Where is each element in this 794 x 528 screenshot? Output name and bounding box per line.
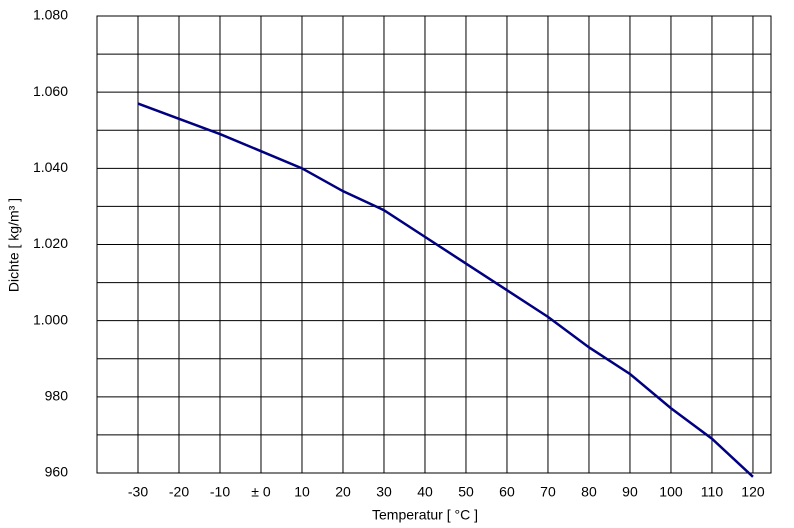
y-tick-label: 960 [45, 464, 69, 480]
y-tick-label: 980 [45, 388, 69, 404]
x-tick-label: 70 [540, 484, 556, 500]
x-tick-label: 40 [417, 484, 433, 500]
y-tick-label: 1.000 [33, 311, 68, 327]
x-tick-label: 90 [622, 484, 638, 500]
x-tick-label: 110 [701, 484, 724, 500]
x-tick-label: 50 [458, 484, 474, 500]
x-tick-label: -10 [210, 484, 230, 500]
y-tick-label: 1.020 [33, 235, 68, 251]
x-tick-label: -30 [128, 484, 148, 500]
y-axis-title: Dichte [ kg/m³ ] [6, 198, 22, 292]
x-tick-label: 30 [376, 484, 392, 500]
data-line [137, 102, 754, 478]
x-tick-label: 80 [581, 484, 597, 500]
y-tick-label: 1.060 [33, 83, 68, 99]
x-tick-label: 10 [294, 484, 310, 500]
y-tick-label: 1.040 [33, 159, 68, 175]
x-tick-label: 120 [741, 484, 765, 500]
x-tick-label: 20 [335, 484, 351, 500]
x-tick-label: -20 [169, 484, 189, 500]
y-tick-label: 1.080 [33, 7, 68, 23]
x-axis-title: Temperatur [ °C ] [372, 507, 478, 523]
x-tick-label: 60 [499, 484, 515, 500]
x-tick-label: ± 0 [251, 484, 271, 500]
x-tick-label: 100 [659, 484, 683, 500]
